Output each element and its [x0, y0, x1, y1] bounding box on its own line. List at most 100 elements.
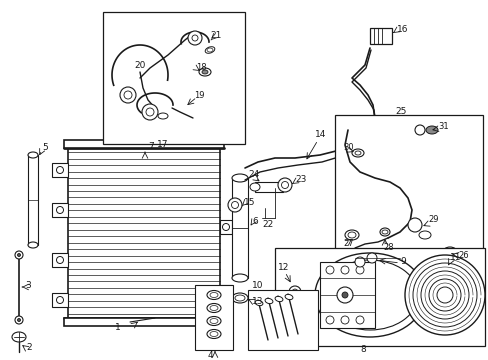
Bar — [220, 220, 231, 234]
Bar — [195, 285, 232, 350]
Ellipse shape — [275, 296, 283, 302]
Circle shape — [222, 288, 229, 296]
Text: 5: 5 — [42, 144, 48, 153]
Circle shape — [124, 91, 132, 99]
Ellipse shape — [351, 149, 363, 157]
Text: 12: 12 — [278, 264, 289, 273]
Ellipse shape — [231, 174, 247, 182]
Bar — [220, 285, 231, 299]
Ellipse shape — [249, 183, 260, 191]
Ellipse shape — [206, 329, 221, 338]
Text: 7: 7 — [148, 143, 153, 152]
Ellipse shape — [28, 152, 38, 158]
Bar — [231, 178, 247, 278]
Circle shape — [142, 104, 158, 120]
Circle shape — [336, 287, 352, 303]
Circle shape — [407, 218, 421, 232]
Ellipse shape — [445, 249, 453, 255]
Text: 26: 26 — [457, 251, 468, 260]
Text: 9: 9 — [399, 257, 405, 266]
Circle shape — [420, 271, 468, 319]
Text: 31: 31 — [437, 122, 447, 131]
Circle shape — [192, 35, 198, 41]
Ellipse shape — [235, 295, 244, 301]
Circle shape — [281, 181, 288, 189]
Text: 2: 2 — [26, 343, 32, 352]
Circle shape — [436, 287, 452, 303]
Ellipse shape — [442, 247, 456, 257]
Text: 16: 16 — [396, 26, 407, 35]
Circle shape — [57, 207, 63, 213]
Circle shape — [325, 266, 333, 274]
Ellipse shape — [199, 68, 210, 76]
Text: 20: 20 — [134, 60, 145, 69]
Circle shape — [18, 319, 20, 321]
Bar — [274, 248, 484, 346]
Circle shape — [15, 316, 23, 324]
Text: 8: 8 — [359, 346, 365, 355]
Ellipse shape — [321, 260, 417, 330]
Text: 27: 27 — [342, 238, 353, 248]
Circle shape — [222, 224, 229, 230]
Ellipse shape — [418, 231, 430, 239]
Circle shape — [187, 31, 202, 45]
Text: 10: 10 — [251, 280, 263, 289]
Text: 22: 22 — [262, 220, 273, 230]
Ellipse shape — [231, 293, 247, 303]
Circle shape — [227, 198, 242, 212]
Circle shape — [412, 263, 476, 327]
Bar — [334, 115, 482, 270]
Bar — [28, 155, 38, 245]
Text: 1: 1 — [115, 324, 121, 333]
Bar — [52, 163, 68, 177]
Ellipse shape — [425, 126, 437, 134]
Ellipse shape — [158, 113, 168, 119]
Circle shape — [354, 257, 364, 267]
Circle shape — [355, 266, 363, 274]
Ellipse shape — [347, 232, 355, 238]
Bar — [52, 203, 68, 217]
Ellipse shape — [206, 316, 221, 325]
Text: 28: 28 — [382, 243, 393, 252]
Text: 13: 13 — [251, 297, 263, 306]
Circle shape — [57, 166, 63, 174]
Circle shape — [366, 253, 376, 263]
Ellipse shape — [206, 291, 221, 300]
Text: 6: 6 — [251, 217, 257, 226]
Text: 29: 29 — [427, 216, 438, 225]
Circle shape — [231, 202, 238, 208]
Ellipse shape — [28, 242, 38, 248]
Text: 17: 17 — [157, 140, 168, 149]
Bar — [52, 293, 68, 307]
Ellipse shape — [264, 298, 272, 303]
Circle shape — [325, 316, 333, 324]
Text: 21: 21 — [209, 31, 221, 40]
Circle shape — [18, 253, 20, 256]
Text: 18: 18 — [196, 63, 206, 72]
Bar — [247, 290, 317, 350]
Text: 11: 11 — [449, 253, 461, 262]
Circle shape — [340, 266, 348, 274]
Ellipse shape — [345, 230, 358, 240]
Text: 23: 23 — [294, 175, 306, 184]
Ellipse shape — [206, 48, 213, 52]
Text: 30: 30 — [342, 144, 353, 153]
Circle shape — [341, 292, 347, 298]
Text: 25: 25 — [394, 108, 406, 117]
Ellipse shape — [209, 306, 218, 310]
Ellipse shape — [354, 151, 360, 155]
Ellipse shape — [381, 230, 387, 234]
Ellipse shape — [255, 300, 263, 306]
Ellipse shape — [379, 228, 389, 236]
Text: 24: 24 — [247, 171, 259, 180]
Circle shape — [120, 87, 136, 103]
Circle shape — [428, 279, 460, 311]
Text: 15: 15 — [244, 198, 255, 207]
Circle shape — [278, 178, 291, 192]
Ellipse shape — [209, 292, 218, 297]
Circle shape — [340, 316, 348, 324]
Ellipse shape — [12, 332, 26, 342]
Circle shape — [291, 289, 297, 295]
Bar — [254, 182, 283, 192]
Circle shape — [146, 108, 154, 116]
